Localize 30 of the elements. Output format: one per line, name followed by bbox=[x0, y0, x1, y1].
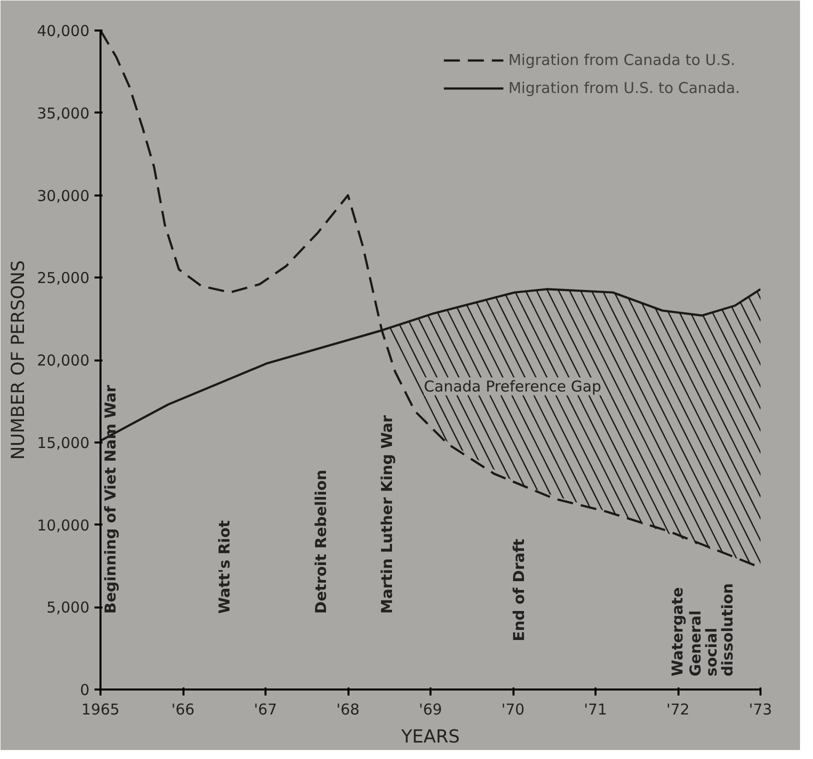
x-tick-label: '68 bbox=[336, 700, 360, 718]
annotation: End of Draft bbox=[510, 538, 528, 642]
x-tick-label: '67 bbox=[254, 700, 278, 718]
annotation: Detroit Rebellion bbox=[312, 470, 330, 614]
x-tick-label: '70 bbox=[501, 700, 525, 718]
annotation: Martin Luther King War bbox=[378, 414, 396, 614]
annotation: Canada Preference Gap bbox=[424, 377, 602, 396]
annotation: Watt's Riot bbox=[215, 520, 234, 614]
y-tick-label: 25,000 bbox=[37, 269, 90, 288]
annotation: Watergate bbox=[668, 587, 686, 676]
x-tick-label: '71 bbox=[584, 700, 608, 718]
y-tick-label: 30,000 bbox=[37, 186, 90, 205]
annotation: Beginning of Viet Nam War bbox=[101, 384, 120, 614]
y-tick-label: 35,000 bbox=[37, 104, 90, 122]
x-tick-label: '69 bbox=[418, 700, 442, 718]
y-tick-label: 20,000 bbox=[37, 352, 90, 370]
y-tick-label: 40,000 bbox=[37, 22, 90, 40]
y-tick-label: 15,000 bbox=[37, 434, 90, 452]
x-tick-label: '72 bbox=[666, 700, 690, 718]
legend-label: Migration from Canada to U.S. bbox=[508, 51, 736, 69]
y-tick-label: 10,000 bbox=[37, 516, 90, 534]
y-axis-title: NUMBER OF PERSONS bbox=[8, 260, 30, 460]
x-tick-label: 1965 bbox=[81, 700, 120, 718]
x-axis-title: YEARS bbox=[400, 726, 460, 748]
y-tick-label: 0 bbox=[80, 681, 90, 699]
x-tick-label: '66 bbox=[171, 700, 195, 718]
annotation: General social dissolution bbox=[686, 583, 736, 676]
x-tick-label: '73 bbox=[748, 700, 772, 718]
y-tick-label: 5,000 bbox=[46, 598, 90, 617]
legend-label: Migration from U.S. to Canada. bbox=[508, 79, 740, 97]
